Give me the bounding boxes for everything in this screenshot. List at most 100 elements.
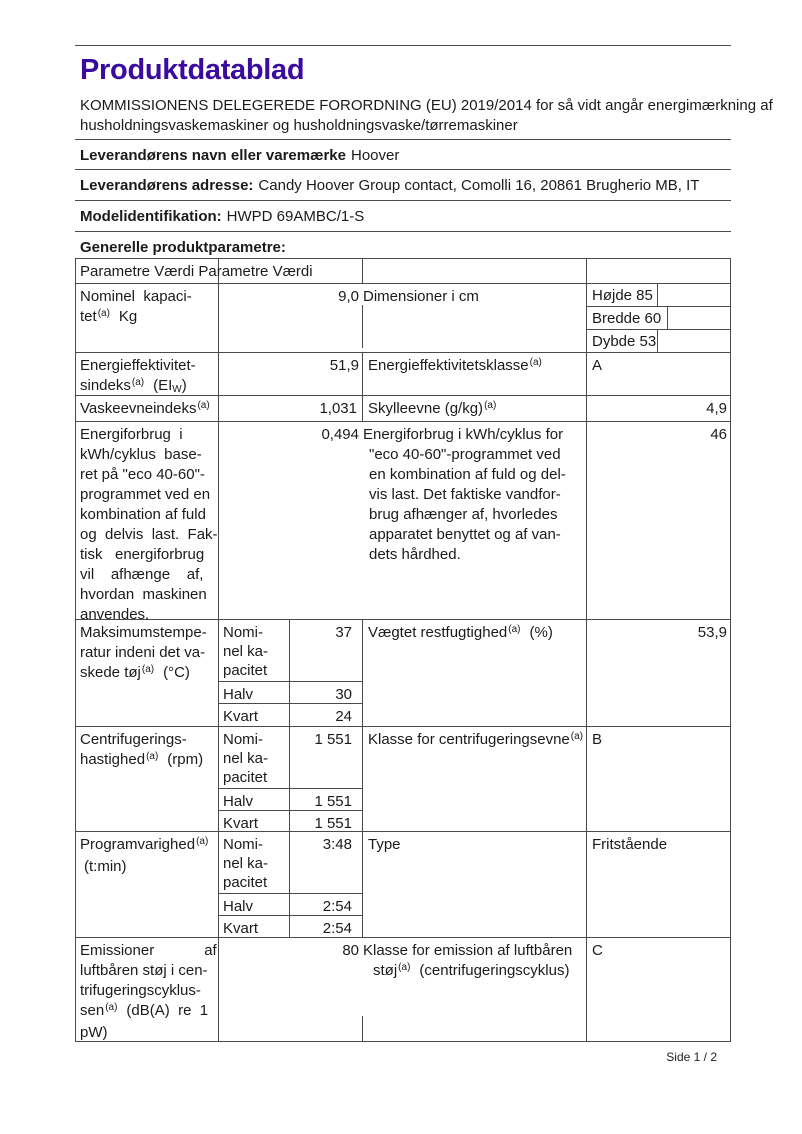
param-line: ret på "eco 40-60"- — [80, 466, 205, 483]
value-duration-nominal: 3:48 — [322, 836, 352, 853]
divider — [75, 139, 731, 140]
value-eei: 51,9 — [329, 357, 359, 374]
param-line: Emissioner af — [80, 942, 217, 959]
param-line: programmet ved en — [80, 486, 211, 503]
grid-line — [75, 726, 731, 727]
value-temp-half: 30 — [335, 686, 352, 703]
param-water-consumption: Energiforbrug i kWh/cyklus for — [363, 426, 564, 443]
value-temp-quarter: 24 — [335, 708, 352, 725]
param-line: luftbåren støj i cen- — [80, 962, 208, 979]
value-residual-moisture: 53,9 — [697, 624, 727, 641]
subrow-line: Nomi- — [223, 624, 263, 641]
subrow-label-half: Halv — [223, 793, 254, 810]
param-line: hastighed(a) (rpm) — [80, 751, 204, 768]
grid-line — [586, 258, 587, 1041]
param-line: trifugeringscyklus- — [80, 982, 201, 999]
param-line: "eco 40-60"-programmet ved — [369, 446, 561, 463]
subrow-line: Nomi- — [223, 731, 263, 748]
supplier-row: Leverandørens navn eller varemærke Hoover — [80, 146, 399, 165]
supplier-label: Leverandørens navn eller varemærke — [80, 147, 346, 164]
footnote-marker: (a) — [131, 377, 145, 388]
grid-line — [667, 306, 668, 329]
model-label: Modelidentifikation: — [80, 208, 222, 225]
footnote-marker: (a) — [570, 731, 584, 742]
grid-line — [75, 831, 731, 832]
grid-line — [75, 352, 731, 353]
param-line: kWh/cyklus base- — [80, 446, 202, 463]
subrow-label-nominal: Nomi- nel ka- pacitet — [223, 835, 287, 892]
grid-line — [218, 893, 362, 894]
value-spin-quarter: 1 551 — [314, 815, 352, 832]
param-line: hvordan maskinen — [80, 586, 207, 603]
param-noise-class-line2: støj(a) (centrifugeringscyklus) — [373, 962, 570, 979]
param-line: vil afhænge af, — [80, 566, 204, 583]
param-duration: Programvarighed(a) (t:min) — [80, 835, 218, 877]
subrow-line: Nomi- — [223, 836, 263, 853]
value-type: Fritstående — [592, 836, 668, 853]
param-line: skede tøj(a) (°C) — [80, 664, 190, 681]
param-line: tisk energiforbrug — [80, 546, 205, 563]
grid-line — [75, 395, 731, 396]
footnote-marker: (a) — [97, 308, 110, 319]
subrow-line: nel ka- — [223, 750, 269, 767]
param-line: brug afhænger af, hvorledes — [369, 506, 558, 523]
value-nominal-capacity: 9,0 — [338, 288, 359, 305]
value-duration-quarter: 2:54 — [322, 920, 352, 937]
footnote-marker: (a) — [484, 400, 497, 411]
datasheet: Produktdatablad KOMMISSIONENS DELEGEREDE… — [75, 45, 773, 1043]
grid-line — [75, 258, 76, 1041]
footnote-marker: (a) — [197, 400, 210, 411]
address-label: Leverandørens adresse: — [80, 177, 254, 194]
param-type: Type — [368, 836, 401, 853]
footnote-marker: (a) — [196, 836, 209, 847]
param-line: Maksimumstempe- — [80, 624, 207, 641]
footnote-marker: (a) — [398, 962, 411, 973]
param-spin-speed: Centrifugerings- hastighed(a) (rpm) — [80, 730, 218, 772]
subrow-line: nel ka- — [223, 855, 269, 872]
param-line: Energieffektivitet- — [80, 357, 196, 374]
footnote-marker: (a) — [529, 357, 542, 368]
param-spin-class: Klasse for centrifugeringsevne(a) — [368, 731, 584, 748]
value-spin-half: 1 551 — [314, 793, 352, 810]
grid-line — [75, 421, 731, 422]
grid-line — [75, 283, 731, 284]
intro-line: KOMMISSIONENS DELEGEREDE FORORDNING (EU)… — [80, 97, 773, 114]
grid-line — [289, 619, 290, 937]
subrow-line: pacitet — [223, 874, 268, 891]
subrow-label-half: Halv — [223, 686, 254, 703]
table-column-header: Parametre Værdi Parametre Værdi — [80, 263, 313, 280]
param-line: (t:min) — [84, 858, 127, 875]
param-energy-consumption: Energiforbrug i kWh/cyklus base- ret på … — [80, 425, 218, 625]
param-line: dets hårdhed. — [369, 546, 461, 563]
subscript: W — [172, 384, 182, 395]
value-noise-class: C — [592, 942, 603, 959]
footnote-marker: (a) — [508, 624, 521, 635]
param-line: og delvis last. Fak- — [80, 526, 218, 543]
param-noise-class: Klasse for emission af luftbåren — [363, 942, 573, 959]
divider — [75, 231, 731, 232]
param-eei: Energieffektivitet- sindeks(a) (EIW) — [80, 356, 216, 398]
value-washing-index: 1,031 — [319, 400, 357, 417]
subrow-label-quarter: Kvart — [223, 815, 259, 832]
grid-line — [362, 619, 363, 937]
grid-line — [218, 681, 362, 682]
grid-line — [362, 258, 363, 283]
param-eei-class: Energieffektivitetsklasse(a) — [368, 357, 542, 374]
value-dimension-height: Højde 85 — [592, 287, 653, 304]
value-dimension-depth: Dybde 53 — [592, 333, 657, 350]
page-title: Produktdatablad — [80, 54, 305, 86]
page-number: Side 1 / 2 — [666, 1050, 717, 1064]
param-line: ratur indeni det va- — [80, 644, 206, 661]
grid-line — [218, 258, 219, 1041]
subrow-label-half: Halv — [223, 898, 254, 915]
general-parameters-heading: Generelle produktparametre: — [80, 239, 286, 256]
grid-line — [218, 788, 362, 789]
param-noise-emission: Emissioner af luftbåren støj i cen- trif… — [80, 941, 218, 1043]
value-noise-emission: 80 — [342, 942, 359, 959]
param-line: kombination af fuld — [80, 506, 206, 523]
value-eei-class: A — [592, 357, 603, 374]
param-washing-index: Vaskeevneindeks(a) — [80, 400, 210, 417]
value-dimension-width: Bredde 60 — [592, 310, 662, 327]
param-line: tet(a) Kg — [80, 308, 138, 325]
